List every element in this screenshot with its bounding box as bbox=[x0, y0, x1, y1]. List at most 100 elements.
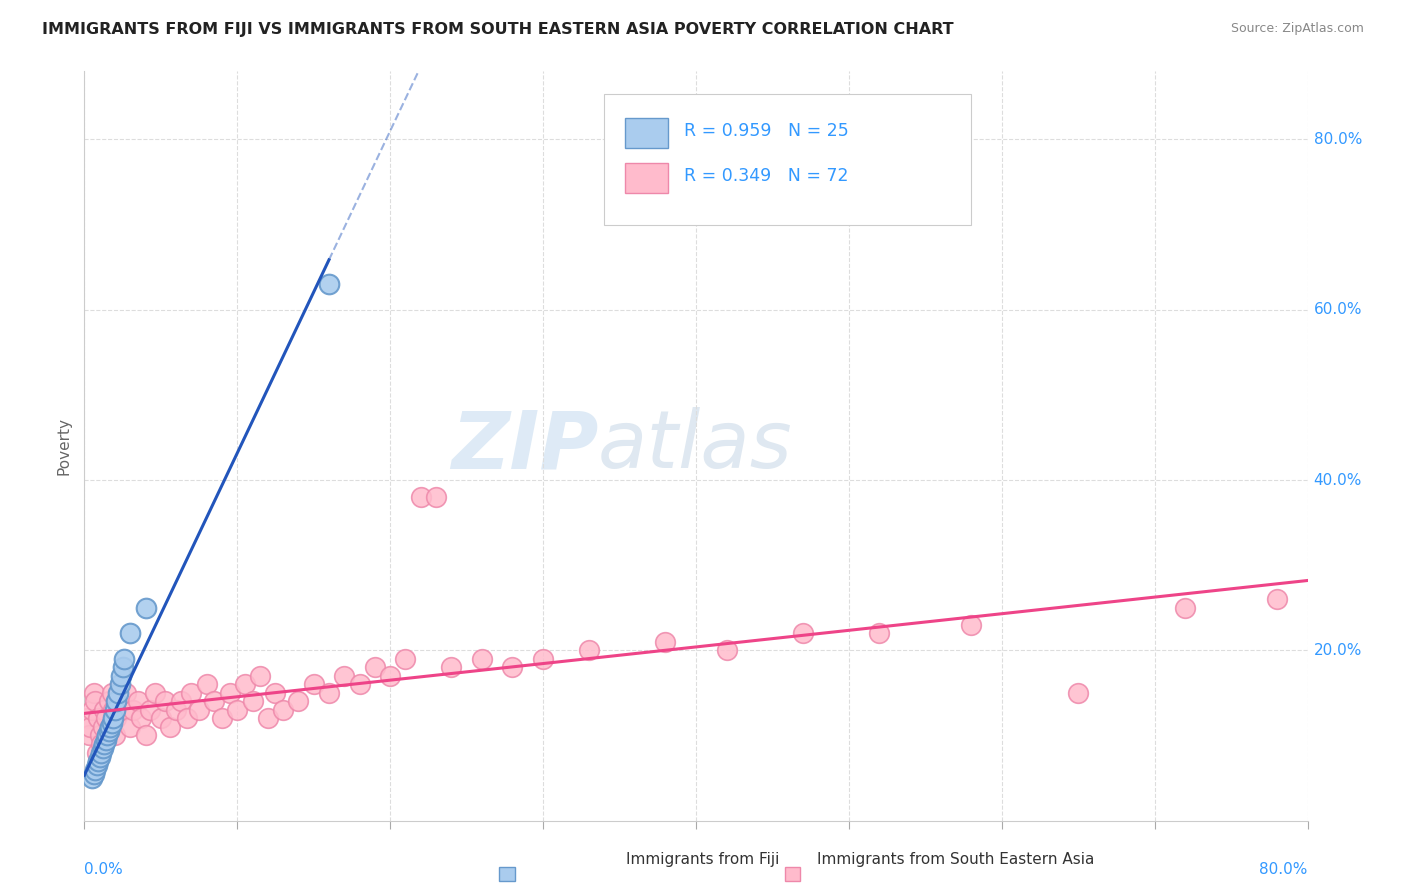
Point bbox=[108, 677, 131, 691]
Point bbox=[349, 677, 371, 691]
Point bbox=[87, 754, 110, 768]
Point bbox=[97, 724, 120, 739]
Point bbox=[143, 686, 166, 700]
Point bbox=[409, 490, 432, 504]
Point bbox=[264, 686, 287, 700]
Point bbox=[80, 703, 103, 717]
Point bbox=[129, 711, 152, 725]
Point bbox=[155, 694, 177, 708]
Point bbox=[425, 490, 447, 504]
Point bbox=[139, 703, 162, 717]
Bar bbox=[626, 162, 668, 193]
Point bbox=[257, 711, 280, 725]
Point bbox=[107, 694, 129, 708]
Point bbox=[105, 711, 128, 725]
Point bbox=[104, 729, 127, 743]
Point bbox=[202, 694, 225, 708]
Point bbox=[195, 677, 218, 691]
Point bbox=[302, 677, 325, 691]
Point bbox=[96, 729, 118, 743]
Text: R = 0.349   N = 72: R = 0.349 N = 72 bbox=[683, 168, 848, 186]
Point bbox=[578, 643, 600, 657]
Point bbox=[122, 703, 145, 717]
Point bbox=[176, 711, 198, 725]
Point bbox=[96, 729, 118, 743]
Point bbox=[226, 703, 249, 717]
Text: 40.0%: 40.0% bbox=[1313, 473, 1362, 488]
Point bbox=[91, 741, 114, 756]
Point bbox=[165, 703, 187, 717]
Point bbox=[97, 694, 120, 708]
Point bbox=[364, 660, 387, 674]
Point bbox=[471, 652, 494, 666]
Point bbox=[120, 720, 142, 734]
Point bbox=[249, 669, 271, 683]
FancyBboxPatch shape bbox=[605, 94, 972, 225]
Text: Immigrants from South Eastern Asia: Immigrants from South Eastern Asia bbox=[817, 852, 1095, 867]
Text: Source: ZipAtlas.com: Source: ZipAtlas.com bbox=[1230, 22, 1364, 36]
Point bbox=[716, 643, 738, 657]
Point bbox=[1265, 592, 1288, 607]
Point bbox=[90, 737, 112, 751]
Point bbox=[112, 652, 135, 666]
Point bbox=[120, 626, 142, 640]
Point bbox=[440, 660, 463, 674]
Point bbox=[84, 694, 107, 708]
Point bbox=[104, 703, 127, 717]
Point bbox=[101, 686, 124, 700]
Point bbox=[135, 729, 157, 743]
Point bbox=[114, 686, 136, 700]
Point bbox=[83, 686, 105, 700]
Point bbox=[127, 694, 149, 708]
Text: ZIP: ZIP bbox=[451, 407, 598, 485]
Point bbox=[1067, 686, 1090, 700]
Point bbox=[110, 669, 132, 683]
Point bbox=[271, 703, 294, 717]
Text: IMMIGRANTS FROM FIJI VS IMMIGRANTS FROM SOUTH EASTERN ASIA POVERTY CORRELATION C: IMMIGRANTS FROM FIJI VS IMMIGRANTS FROM … bbox=[42, 22, 953, 37]
Point bbox=[98, 720, 121, 734]
Point bbox=[105, 694, 128, 708]
Point bbox=[333, 669, 356, 683]
Point bbox=[654, 635, 676, 649]
Point bbox=[79, 720, 101, 734]
Text: 20.0%: 20.0% bbox=[1313, 643, 1362, 657]
Point bbox=[318, 277, 340, 292]
Point bbox=[93, 703, 115, 717]
Point bbox=[170, 694, 193, 708]
Point bbox=[159, 720, 181, 734]
Point bbox=[84, 763, 107, 777]
Point bbox=[103, 703, 125, 717]
Point bbox=[188, 703, 211, 717]
Point bbox=[960, 617, 983, 632]
Point bbox=[77, 729, 100, 743]
Point bbox=[792, 626, 814, 640]
Point bbox=[107, 686, 129, 700]
Point bbox=[135, 600, 157, 615]
Text: 60.0%: 60.0% bbox=[1313, 302, 1362, 318]
Point bbox=[149, 711, 172, 725]
Text: 0.0%: 0.0% bbox=[84, 862, 124, 877]
Point bbox=[89, 749, 111, 764]
Point bbox=[98, 720, 121, 734]
Bar bbox=[626, 118, 668, 148]
Text: atlas: atlas bbox=[598, 407, 793, 485]
Point bbox=[94, 711, 117, 725]
Point bbox=[233, 677, 256, 691]
Point bbox=[91, 720, 114, 734]
Point bbox=[380, 669, 402, 683]
Point bbox=[869, 626, 891, 640]
Point bbox=[89, 729, 111, 743]
Point bbox=[86, 758, 108, 772]
Point bbox=[531, 652, 554, 666]
Point bbox=[180, 686, 202, 700]
Point bbox=[394, 652, 416, 666]
Point bbox=[83, 767, 105, 781]
Point bbox=[90, 746, 112, 760]
Text: Immigrants from Fiji: Immigrants from Fiji bbox=[626, 852, 780, 867]
Point bbox=[1174, 600, 1197, 615]
Point bbox=[93, 737, 115, 751]
Point bbox=[103, 711, 125, 725]
Point bbox=[101, 715, 124, 730]
Point bbox=[211, 711, 233, 725]
Point bbox=[218, 686, 240, 700]
